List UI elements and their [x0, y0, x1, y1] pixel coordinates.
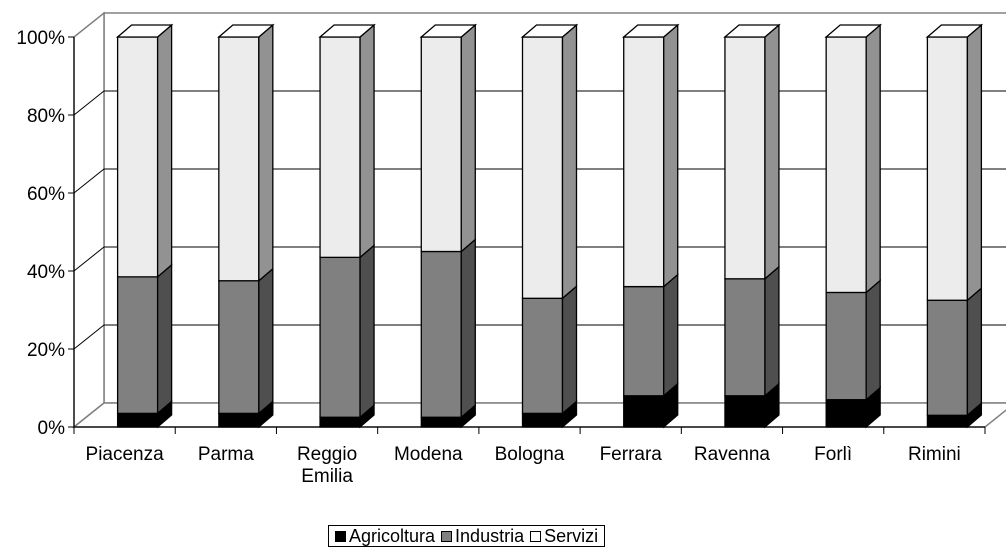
bar-segment-piacenza-industria [116, 276, 159, 415]
bars [115, 23, 984, 429]
bar-segment-parma-industria [218, 280, 260, 415]
bar-modena [419, 23, 478, 429]
bar-top-forli [824, 24, 882, 38]
x-tick-label-bologna: Bologna [495, 444, 565, 465]
bar-segment-reggio-emilia-servizi-side [359, 23, 375, 259]
y-tick-label: 100% [16, 28, 65, 49]
x-tick-label-forli: Forlì [814, 444, 852, 465]
legend-item-servizi: Servizi [530, 526, 598, 547]
y-axis-tick-labels: 0% 20% 40% 60% 80% 100% [16, 28, 65, 439]
legend: Agricoltura Industria Servizi [328, 525, 606, 547]
x-tick-label-rimini: Rimini [908, 444, 961, 465]
bar-segment-parma-industria-side [258, 267, 274, 415]
x-tick-label-ferrara: Ferrara [600, 444, 663, 465]
bar-segment-parma-servizi-side [258, 23, 274, 283]
bar-top-modena [419, 24, 478, 38]
side-wall [73, 11, 105, 429]
bar-segment-rimini-industria [926, 299, 969, 416]
y-tick-label: 60% [27, 184, 65, 205]
x-axis-category-labels: Piacenza Parma Reggio Emilia Modena Bologna Fe… [86, 444, 961, 487]
gridline [73, 324, 1006, 350]
bar-reggio-emilia [318, 23, 376, 429]
bar-rimini [925, 23, 984, 429]
legend-item-agricoltura: Agricoltura [335, 526, 435, 547]
bar-segment-ravenna-agricoltura [724, 395, 766, 428]
bar-segment-ravenna-servizi [724, 36, 766, 280]
bar-segment-reggio-emilia-agricoltura [319, 416, 361, 428]
bar-top-bologna [520, 24, 579, 38]
bar-forli [824, 23, 882, 429]
bar-segment-piacenza-servizi [116, 36, 159, 278]
bar-parma [217, 23, 275, 429]
bar-top-rimini [925, 24, 984, 38]
x-tick-label-ravenna: Ravenna [694, 444, 770, 465]
bar-segment-bologna-industria [521, 297, 564, 414]
bar-ferrara [621, 23, 680, 429]
legend-swatch-industria [441, 530, 453, 542]
bar-segment-forli-industria-side [865, 279, 881, 402]
bar-segment-forli-industria [825, 291, 867, 401]
bar-segment-reggio-emilia-industria [319, 256, 361, 418]
bar-top-ferrara [621, 24, 680, 38]
bar-segment-forli-servizi-side [865, 23, 881, 294]
bar-segment-bologna-industria-side [561, 284, 578, 415]
gridlines [73, 90, 1006, 350]
bar-segment-bologna-agricoltura [521, 412, 564, 428]
bar-segment-modena-servizi [420, 36, 462, 253]
bar-segment-ferrara-industria-side [663, 273, 679, 398]
bar-bologna [520, 23, 579, 429]
legend-item-industria: Industria [441, 526, 524, 547]
bar-segment-modena-agricoltura [420, 416, 462, 428]
legend-swatch-agricoltura [335, 530, 346, 542]
bar-segment-ferrara-servizi [623, 36, 665, 288]
bar-segment-ravenna-servizi-side [764, 23, 780, 281]
bar-segment-parma-agricoltura [218, 412, 260, 428]
bar-segment-forli-servizi [825, 36, 867, 294]
legend-label-agricoltura: Agricoltura [349, 525, 436, 546]
gridline [73, 246, 1006, 272]
bar-segment-modena-servizi-side [460, 23, 476, 253]
y-tick-label: 40% [27, 262, 65, 283]
gridline [73, 90, 1006, 116]
bar-ravenna [723, 23, 781, 429]
stacked-bar-chart: 0% 20% 40% 60% 80% 100% Piacenza Parma Reggio Em… [16, 11, 1006, 487]
bar-segment-ferrara-agricoltura [623, 395, 665, 428]
bar-segment-bologna-servizi [521, 36, 564, 299]
y-tick-label: 80% [27, 106, 65, 127]
bar-segment-rimini-agricoltura [926, 414, 969, 428]
bar-segment-parma-servizi [218, 36, 260, 282]
x-tick-label-piacenza: Piacenza [86, 444, 165, 465]
bar-segment-reggio-emilia-servizi [319, 36, 361, 259]
y-tick-label: 20% [27, 340, 65, 361]
bar-segment-rimini-industria-side [966, 286, 983, 417]
bar-segment-rimini-servizi [926, 36, 969, 301]
y-tick-label: 0% [38, 418, 66, 439]
legend-label-servizi: Servizi [544, 525, 599, 546]
gridline [73, 168, 1006, 194]
bar-top-piacenza [115, 24, 174, 38]
bar-segment-ferrara-servizi-side [663, 23, 679, 289]
bar-segment-forli-agricoltura [825, 399, 867, 428]
bar-top-parma [217, 24, 275, 38]
bar-segment-piacenza-industria-side [156, 263, 173, 415]
bar-segment-bologna-servizi-side [561, 23, 578, 300]
bar-segment-ravenna-industria-side [764, 265, 780, 398]
x-tick-label-reggio-emilia: Reggio Emilia [297, 444, 357, 487]
bar-segment-rimini-servizi-side [966, 23, 983, 302]
bar-segment-ferrara-industria [623, 285, 665, 397]
bar-segment-reggio-emilia-industria-side [359, 243, 375, 419]
bar-segment-modena-industria [420, 250, 462, 418]
bar-segment-modena-industria-side [460, 238, 476, 419]
bar-top-ravenna [723, 24, 781, 38]
legend-label-industria: Industria [455, 525, 525, 546]
bar-segment-piacenza-agricoltura [116, 412, 159, 428]
bar-segment-piacenza-servizi-side [156, 23, 173, 279]
legend-swatch-servizi [530, 530, 542, 542]
x-tick-label-parma: Parma [198, 444, 254, 465]
bar-piacenza [115, 23, 174, 429]
bar-segment-ravenna-industria [724, 278, 766, 397]
bar-top-reggio-emilia [318, 24, 376, 38]
x-tick-label-modena: Modena [394, 444, 463, 465]
